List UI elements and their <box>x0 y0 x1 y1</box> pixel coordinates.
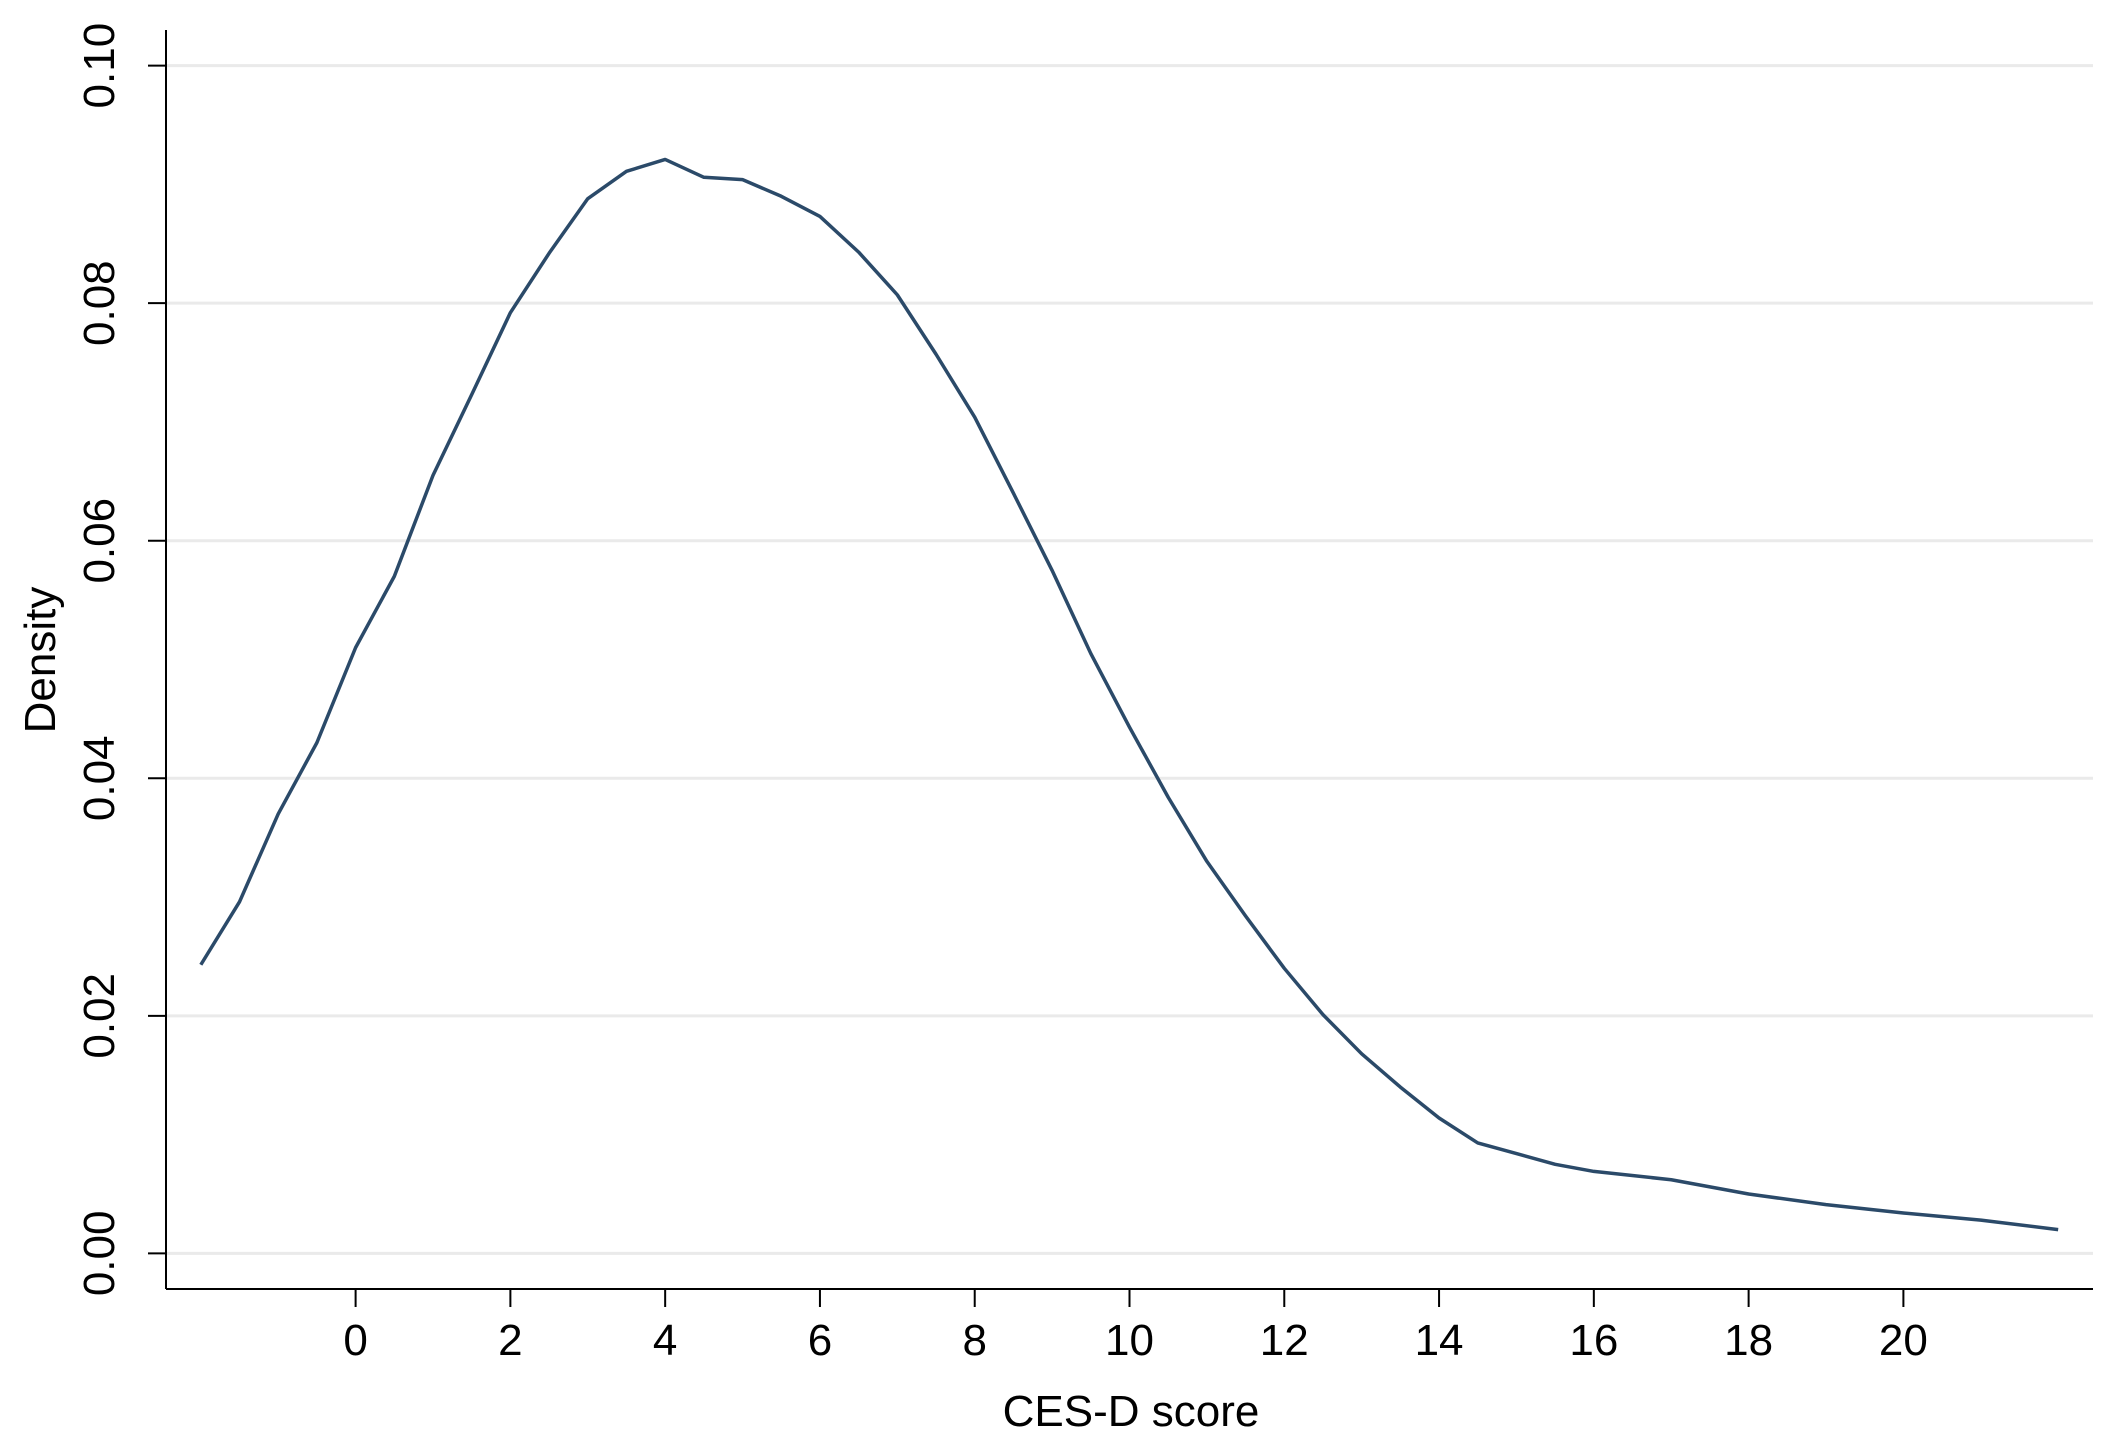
x-tick-label: 16 <box>1569 1316 1618 1365</box>
x-tick-label: 8 <box>962 1316 986 1365</box>
x-axis-label: CES-D score <box>1003 1387 1260 1436</box>
x-tick-label: 18 <box>1724 1316 1773 1365</box>
y-tick-label: 0.04 <box>75 735 124 821</box>
density-line <box>199 157 2059 1232</box>
y-tick-label: 0.08 <box>75 260 124 346</box>
x-tick-label: 20 <box>1879 1316 1928 1365</box>
x-tick-label: 10 <box>1105 1316 1154 1365</box>
y-tick-label: 0.10 <box>75 23 124 109</box>
x-tick-label: 4 <box>653 1316 677 1365</box>
y-tick-label: 0.06 <box>75 498 124 584</box>
x-tick-label: 14 <box>1415 1316 1464 1365</box>
y-axis-label: Density <box>16 587 65 734</box>
x-tick-label: 6 <box>808 1316 832 1365</box>
x-tick-label: 0 <box>343 1316 367 1365</box>
y-tick-label: 0.00 <box>75 1211 124 1297</box>
y-tick-label: 0.02 <box>75 973 124 1059</box>
x-tick-label: 12 <box>1260 1316 1309 1365</box>
x-tick-label: 2 <box>498 1316 522 1365</box>
